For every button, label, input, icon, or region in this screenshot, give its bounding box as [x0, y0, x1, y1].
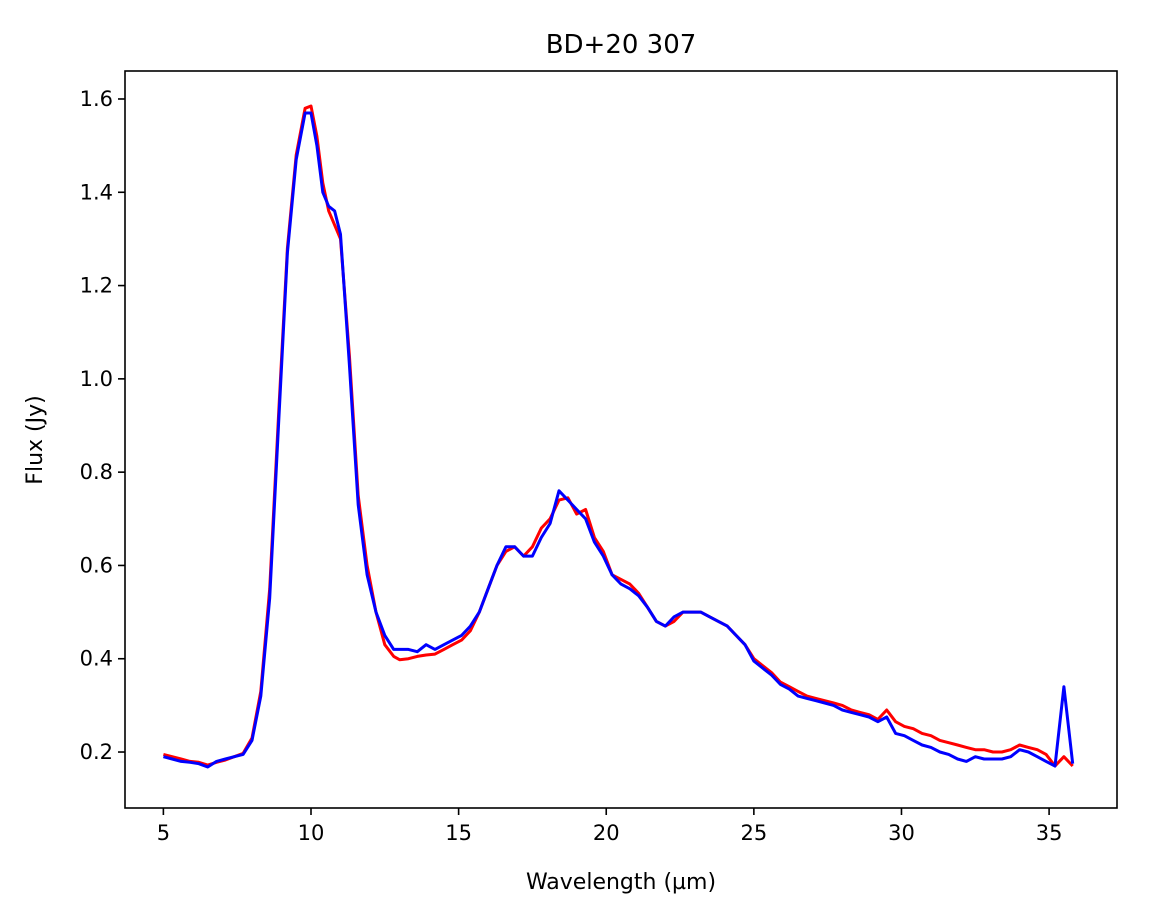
y-tick-label: 0.6 — [80, 553, 113, 577]
plot-frame — [124, 70, 1118, 809]
plot-lines — [163, 104, 1075, 769]
x-axis-label: Wavelength (µm) — [526, 870, 716, 895]
y-axis-label: Flux (Jy) — [23, 395, 48, 484]
y-tick-label: 1.2 — [80, 274, 113, 298]
y-tick-label: 1.4 — [80, 180, 113, 204]
x-tick-label: 25 — [740, 821, 767, 845]
x-tick-label: 5 — [157, 821, 170, 845]
y-tick-label: 0.8 — [80, 460, 113, 484]
x-tick-label: 35 — [1036, 821, 1063, 845]
x-tick-label: 10 — [298, 821, 325, 845]
y-tick-label: 0.4 — [80, 647, 113, 671]
y-tick-label: 1.6 — [80, 87, 113, 111]
x-axis-ticks: 5 10 15 20 25 30 35 — [157, 808, 1063, 845]
spectrum-blue-line — [163, 111, 1075, 769]
chart-title: BD+20 307 — [546, 30, 697, 60]
x-tick-label: 20 — [593, 821, 620, 845]
x-tick-label: 15 — [445, 821, 472, 845]
y-tick-label: 1.0 — [80, 367, 113, 391]
y-axis-ticks: 0.2 0.4 0.6 0.8 1.0 1.2 1.4 1.6 — [80, 87, 125, 764]
x-tick-label: 30 — [888, 821, 915, 845]
y-tick-label: 0.2 — [80, 740, 113, 764]
